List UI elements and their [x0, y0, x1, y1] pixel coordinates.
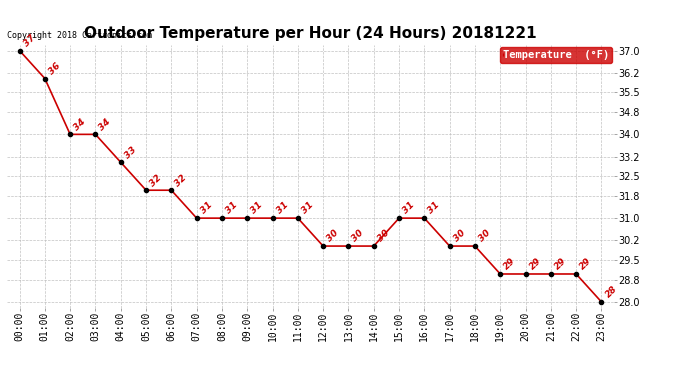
Text: 29: 29: [578, 256, 593, 272]
Text: 30: 30: [452, 229, 467, 244]
Text: 30: 30: [376, 229, 391, 244]
Text: 32: 32: [148, 173, 164, 188]
Text: 30: 30: [351, 229, 366, 244]
Text: 31: 31: [249, 201, 264, 216]
Text: 28: 28: [604, 285, 619, 300]
Text: 36: 36: [47, 61, 62, 76]
Text: Copyright 2018 Cartronics.com: Copyright 2018 Cartronics.com: [7, 31, 152, 40]
Text: 34: 34: [97, 117, 112, 132]
Text: 29: 29: [528, 256, 543, 272]
Text: 31: 31: [300, 201, 315, 216]
Text: 32: 32: [173, 173, 188, 188]
Text: 37: 37: [21, 33, 37, 48]
Text: 31: 31: [401, 201, 416, 216]
Text: 29: 29: [502, 256, 518, 272]
Text: 31: 31: [199, 201, 214, 216]
Text: 30: 30: [477, 229, 492, 244]
Text: 33: 33: [123, 145, 138, 160]
Text: 29: 29: [553, 256, 568, 272]
Title: Outdoor Temperature per Hour (24 Hours) 20181221: Outdoor Temperature per Hour (24 Hours) …: [84, 26, 537, 41]
Text: 31: 31: [426, 201, 442, 216]
Legend: Temperature  (°F): Temperature (°F): [500, 47, 612, 63]
Text: 31: 31: [224, 201, 239, 216]
Text: 30: 30: [325, 229, 340, 244]
Text: 31: 31: [275, 201, 290, 216]
Text: 34: 34: [72, 117, 88, 132]
